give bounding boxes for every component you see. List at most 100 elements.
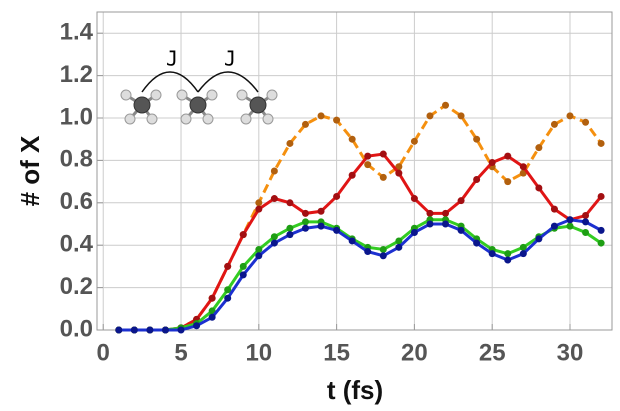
y-axis-label: # of X [15, 135, 45, 206]
data-point [333, 116, 341, 124]
x-tick-label: 30 [557, 339, 584, 366]
data-point [582, 118, 590, 126]
data-point [535, 144, 543, 152]
hydrogen-atom [180, 113, 192, 125]
x-tick-label: 5 [174, 339, 187, 366]
y-tick-label: 0.2 [60, 273, 93, 300]
data-point [379, 173, 387, 181]
series-line [118, 218, 602, 332]
data-point [146, 326, 154, 334]
data-point [364, 161, 372, 169]
hopping-arc [141, 71, 199, 93]
series-line [118, 218, 602, 332]
data-point [317, 207, 325, 215]
annotation: J [224, 47, 236, 71]
annotation: J [166, 47, 178, 71]
x-tick-label: 20 [401, 339, 428, 366]
data-point [130, 326, 138, 334]
data-point [270, 233, 278, 241]
data-point [395, 169, 403, 177]
data-point [208, 307, 216, 315]
data-point [550, 120, 558, 128]
data-point [473, 239, 481, 247]
y-tick-label: 1.2 [60, 61, 93, 88]
carbon-atom [133, 96, 151, 114]
data-point [442, 101, 450, 109]
data-point [301, 218, 309, 226]
data-point [286, 224, 294, 232]
x-axis-label: t (fs) [327, 375, 383, 405]
hydrogen-atom [266, 89, 278, 101]
data-point [473, 135, 481, 143]
data-point [208, 313, 216, 321]
hydrogen-atom [176, 89, 188, 101]
hydrogen-atom [236, 89, 248, 101]
data-point [504, 178, 512, 186]
data-point [177, 326, 185, 334]
data-point [488, 159, 496, 167]
hydrogen-atom [202, 113, 214, 125]
data-point [395, 237, 403, 245]
data-point [457, 226, 465, 234]
data-point [115, 326, 123, 334]
x-tick-label: 0 [97, 339, 110, 366]
data-point [270, 239, 278, 247]
data-point [566, 216, 574, 224]
data-point [317, 222, 325, 230]
hydrogen-atom [206, 89, 218, 101]
data-point [208, 294, 216, 302]
data-point [379, 150, 387, 158]
data-point [597, 226, 605, 234]
data-point [410, 195, 418, 203]
data-point [597, 239, 605, 247]
data-point [270, 167, 278, 175]
data-point [535, 235, 543, 243]
data-point [286, 139, 294, 147]
data-point [426, 220, 434, 228]
y-tick-label: 0.0 [60, 315, 93, 342]
data-point [193, 322, 201, 330]
data-point [348, 237, 356, 245]
data-point [301, 224, 309, 232]
hydrogen-atom [262, 113, 274, 125]
data-point [333, 192, 341, 200]
data-point [582, 228, 590, 236]
data-point [442, 209, 450, 217]
data-point [519, 243, 527, 251]
x-tick-label: 10 [245, 339, 272, 366]
data-point [364, 152, 372, 160]
data-point [488, 250, 496, 258]
data-point [301, 120, 309, 128]
data-point [255, 199, 263, 207]
data-point [239, 262, 247, 270]
y-tick-label: 0.8 [60, 146, 93, 173]
plot-frame [96, 11, 613, 331]
data-point [597, 139, 605, 147]
data-point [286, 199, 294, 207]
data-point [364, 248, 372, 256]
data-point [550, 205, 558, 213]
x-tick-label: 25 [479, 339, 506, 366]
data-point [457, 197, 465, 205]
data-point [395, 163, 403, 171]
data-point [224, 294, 232, 302]
data-point [270, 195, 278, 203]
data-point [410, 137, 418, 145]
hydrogen-atom [150, 89, 162, 101]
data-point [504, 250, 512, 258]
data-point [582, 218, 590, 226]
hydrogen-atom [240, 113, 252, 125]
data-point [161, 326, 169, 334]
data-point [426, 209, 434, 217]
data-point [566, 112, 574, 120]
data-point [348, 135, 356, 143]
hydrogen-atom [124, 113, 136, 125]
carbon-atom [249, 96, 267, 114]
data-point [239, 231, 247, 239]
data-point [504, 256, 512, 264]
hydrogen-atom [120, 89, 132, 101]
data-point [333, 226, 341, 234]
data-point [317, 112, 325, 120]
